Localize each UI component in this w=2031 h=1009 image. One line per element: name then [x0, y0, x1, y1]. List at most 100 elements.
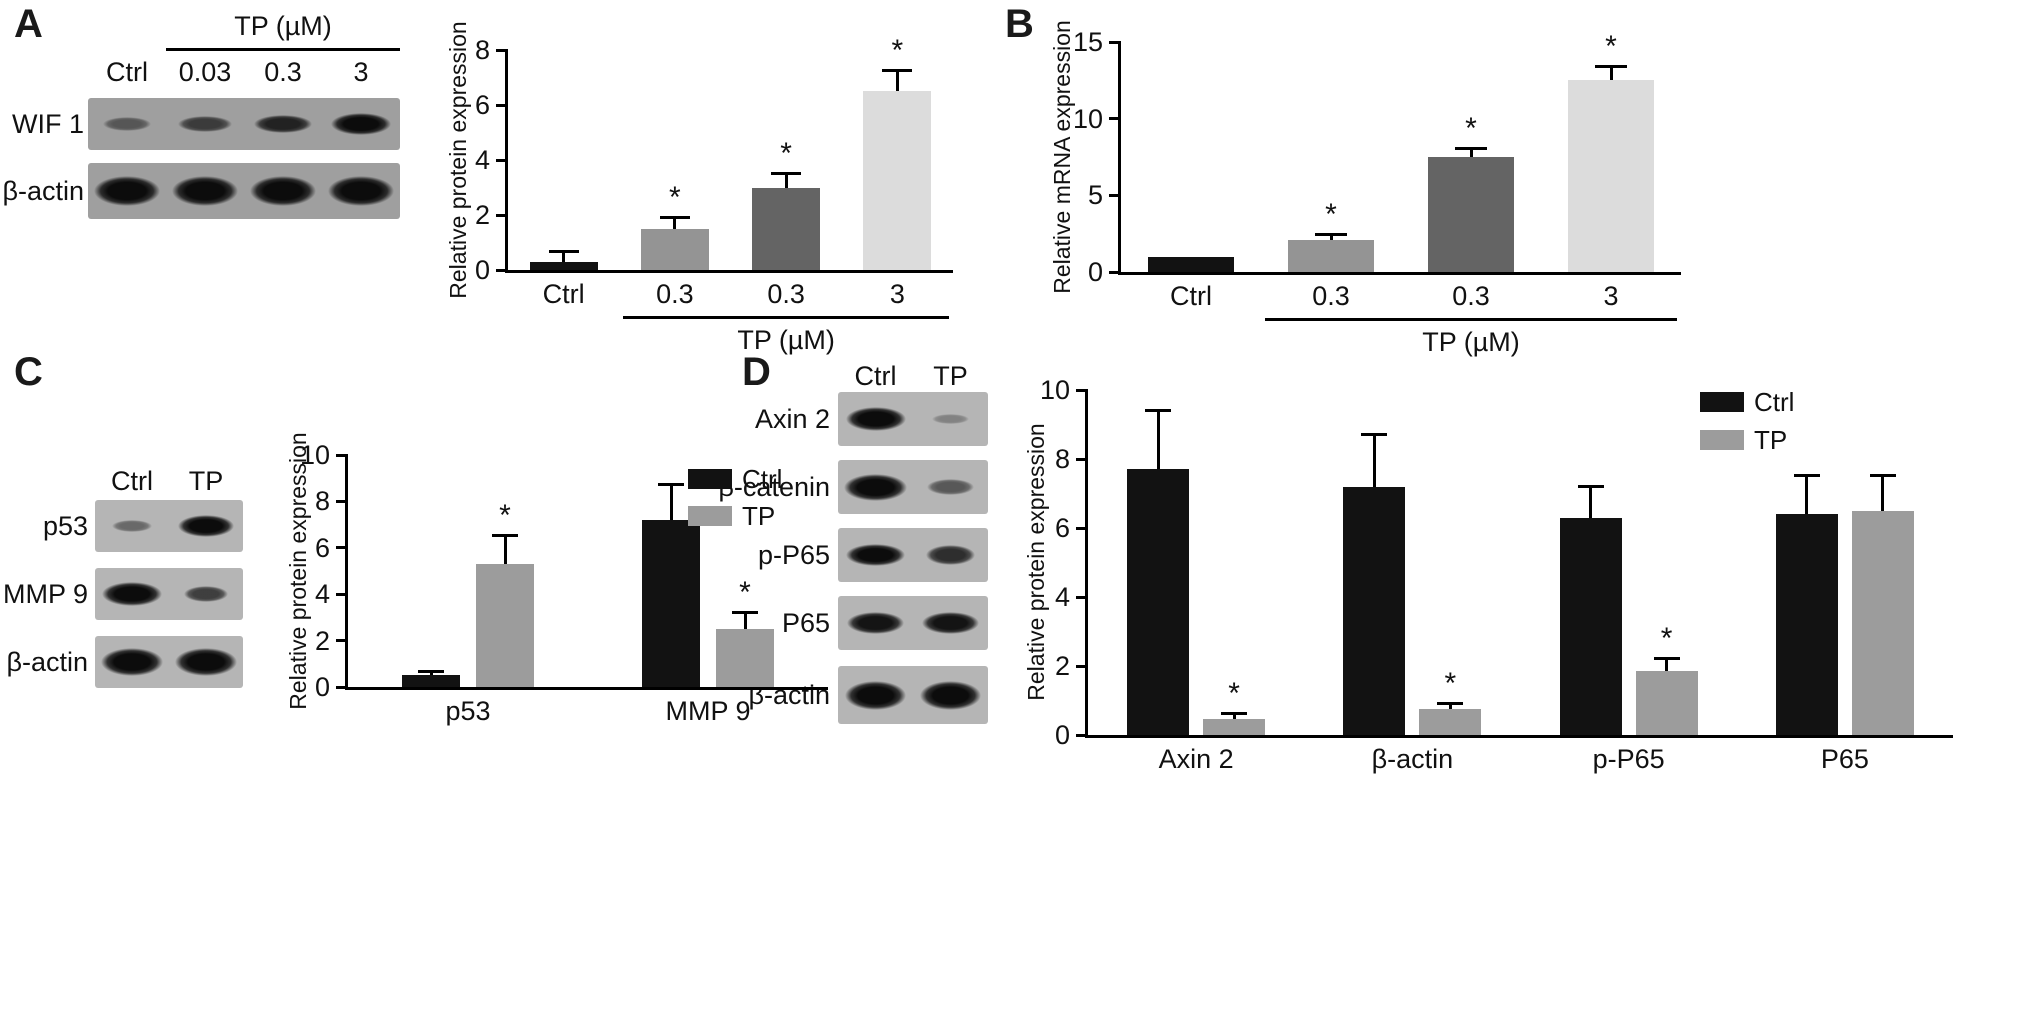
y-tick-label: 0 [314, 672, 330, 702]
error-bar-cap [1869, 474, 1896, 478]
blot-box [95, 500, 243, 552]
significance-star: * [1228, 677, 1240, 711]
blot-box [95, 568, 243, 620]
error-bar-cap [1595, 64, 1627, 68]
error-bar [1589, 486, 1593, 518]
blot-box [838, 666, 988, 724]
blot-band [927, 478, 974, 496]
blot-box [88, 163, 400, 219]
blot-band [327, 176, 395, 206]
y-tick [1109, 117, 1121, 121]
error-bar [669, 485, 673, 520]
bar [1775, 514, 1838, 735]
significance-star: * [891, 33, 904, 67]
bar [716, 629, 774, 687]
blot-band [844, 680, 907, 710]
panel-d-western-blot: Ctrl TP Axin 2 β-catenin p-P65 P65 β-actin [640, 352, 1020, 752]
panel-a-label: A [14, 2, 43, 46]
y-tick [336, 499, 348, 503]
significance-star: * [499, 499, 511, 533]
x-category-label: Ctrl [542, 279, 585, 309]
error-bar [784, 173, 788, 188]
error-bar-cap [492, 534, 518, 538]
error-bar [1232, 714, 1236, 720]
y-tick-label: 10 [299, 440, 330, 470]
x-axis-group-line [1265, 318, 1677, 321]
lane-label: 0.03 [178, 57, 232, 87]
panel-d-bar-chart: 0 2 4 6 8 10 * Axin 2 * β-actin * p-P65 P65 Ctrl TP [1040, 375, 1953, 774]
blot-row-label: p53 [42, 511, 88, 541]
blot-box [838, 392, 988, 446]
error-bar-cap [882, 68, 913, 72]
significance-star: * [780, 136, 792, 170]
blot-band [253, 115, 313, 133]
error-bar [503, 536, 507, 565]
error-bar-cap [548, 250, 579, 254]
lane-label: TP [188, 466, 224, 496]
blot-band [174, 648, 238, 676]
blot-box [838, 528, 988, 582]
error-bar [673, 217, 677, 229]
x-category-label: 0.3 [656, 279, 694, 309]
blot-band [330, 113, 392, 135]
panel-c-western-blot: Ctrl TP p53 MMP 9 β-actin [0, 455, 280, 705]
error-bar [562, 252, 566, 262]
y-tick-label: 0 [1054, 720, 1070, 750]
y-tick [336, 592, 348, 596]
y-tick-label: 2 [474, 200, 490, 230]
panel-c-label: C [14, 350, 43, 394]
legend-label: Ctrl [742, 464, 783, 494]
panel-b-label: B [1005, 2, 1034, 46]
y-tick-label: 6 [1054, 513, 1070, 543]
bar [1568, 80, 1654, 272]
y-tick [1076, 595, 1088, 599]
x-axis-label: TP (µM) [737, 325, 835, 355]
legend-swatch [688, 506, 732, 526]
x-category-label: 0.3 [1452, 281, 1490, 311]
y-tick [496, 268, 508, 272]
error-bar [1329, 235, 1333, 240]
x-category-label: p53 [445, 696, 491, 726]
bar [863, 91, 932, 270]
y-tick [336, 685, 348, 689]
y-tick [1109, 270, 1121, 274]
y-tick-label: 4 [1054, 582, 1070, 612]
y-tick-label: 6 [474, 90, 490, 120]
y-tick [1076, 526, 1088, 530]
blot-band [111, 519, 153, 533]
y-tick-label: 5 [1087, 180, 1103, 211]
y-tick [1076, 664, 1088, 668]
y-tick [336, 453, 348, 457]
error-bar [1156, 410, 1160, 470]
error-bar [1469, 149, 1473, 157]
error-bar-cap [659, 215, 690, 219]
bar [476, 564, 534, 687]
x-category-label: p-P65 [1592, 744, 1665, 774]
y-tick-label: 4 [314, 579, 330, 610]
significance-star: * [739, 575, 751, 609]
x-category-label: P65 [1820, 744, 1869, 774]
error-bar-cap [732, 610, 758, 614]
blot-row-label: p-P65 [757, 540, 830, 570]
blot-band [171, 176, 239, 206]
error-bar-cap [418, 669, 444, 673]
error-bar [1881, 476, 1885, 511]
blot-band [100, 648, 164, 676]
y-tick-label: 2 [1054, 651, 1070, 681]
error-bar-cap [771, 171, 802, 175]
blot-band [846, 544, 905, 566]
blot-band [102, 582, 162, 606]
bar [1148, 256, 1234, 272]
y-tick-label: 8 [314, 486, 330, 517]
significance-star: * [1605, 29, 1617, 63]
panel-d-label: D [742, 350, 771, 394]
significance-star: * [1465, 112, 1477, 146]
bar [1559, 517, 1622, 735]
bar [402, 675, 460, 687]
blot-band [843, 473, 908, 501]
y-tick-label: 10 [1039, 375, 1070, 405]
blot-band [847, 611, 904, 635]
legend-label: TP [1754, 425, 1788, 455]
blot-band [919, 680, 982, 710]
